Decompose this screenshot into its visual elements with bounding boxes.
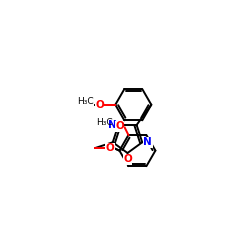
Text: O: O — [95, 100, 104, 110]
Text: H₃C: H₃C — [77, 97, 94, 106]
Text: N: N — [108, 120, 117, 130]
Text: H₃C: H₃C — [96, 118, 113, 128]
Text: N: N — [144, 137, 152, 147]
Text: O: O — [106, 143, 114, 153]
Text: O: O — [123, 154, 132, 164]
Text: O: O — [116, 121, 124, 131]
